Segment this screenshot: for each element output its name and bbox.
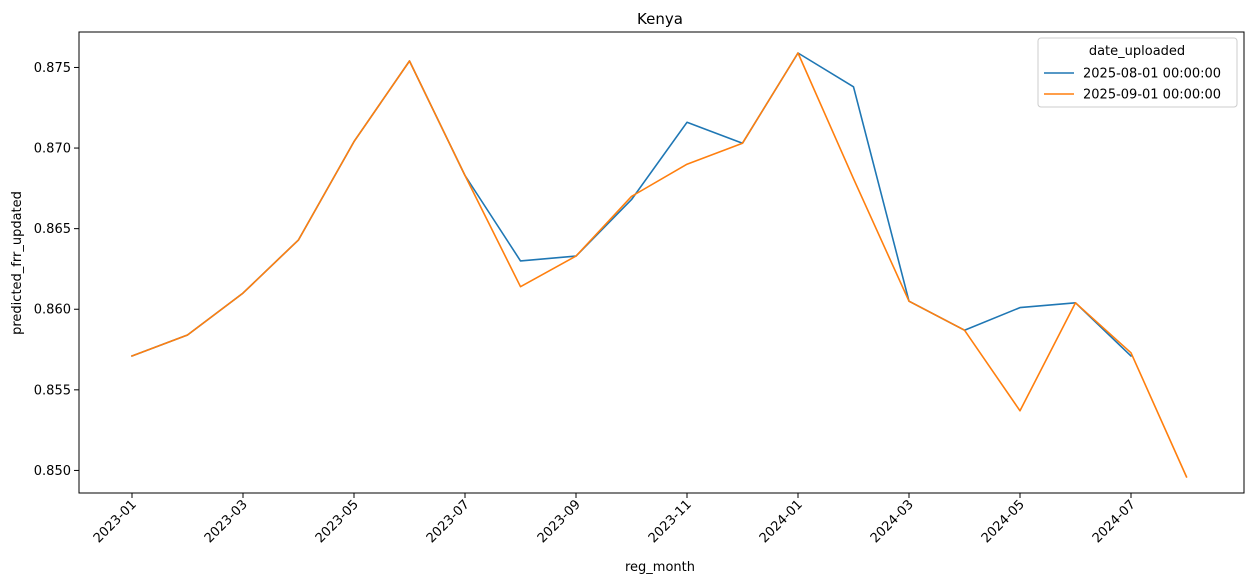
legend-title: date_uploaded [1089, 44, 1185, 59]
series-line-2 [130, 52, 1188, 478]
y-tick-label: 0.875 [34, 61, 71, 76]
x-tick-label: 2023-03 [202, 497, 251, 546]
x-tick-label: 2023-05 [313, 497, 362, 546]
y-tick-label: 0.855 [34, 383, 71, 398]
y-tick-label: 0.850 [34, 464, 71, 479]
legend-label-1: 2025-08-01 00:00:00 [1083, 67, 1221, 82]
y-axis: 0.850 0.855 0.860 0.865 0.870 0.875 [34, 61, 79, 479]
series-line-1 [130, 52, 1133, 358]
y-tick-label: 0.860 [34, 303, 71, 318]
chart-title: Kenya [637, 10, 683, 28]
x-tick-label: 2023-09 [535, 497, 584, 546]
plot-area-frame [78, 31, 1245, 494]
legend-label-2: 2025-09-01 00:00:00 [1083, 88, 1221, 103]
x-tick-label: 2024-01 [757, 497, 806, 546]
x-tick-label: 2024-03 [868, 497, 917, 546]
x-tick-label: 2023-07 [424, 497, 473, 546]
y-tick-label: 0.865 [34, 222, 71, 237]
legend-box [1037, 37, 1238, 108]
x-tick-label: 2023-01 [91, 497, 140, 546]
x-tick-label: 2024-07 [1090, 497, 1139, 546]
x-tick-label: 2023-11 [646, 497, 695, 546]
y-axis-label: predicted_frr_updated [10, 191, 25, 335]
series-layer [130, 52, 1188, 478]
legend: date_uploaded 2025-08-01 00:00:00 2025-09… [1037, 37, 1238, 108]
x-axis: 2023-01 2023-03 2023-05 2023-07 2023-09 2023-… [91, 493, 1139, 546]
x-tick-label: 2024-05 [979, 497, 1028, 546]
y-tick-label: 0.870 [34, 142, 71, 157]
x-axis-label: reg_month [625, 560, 695, 575]
